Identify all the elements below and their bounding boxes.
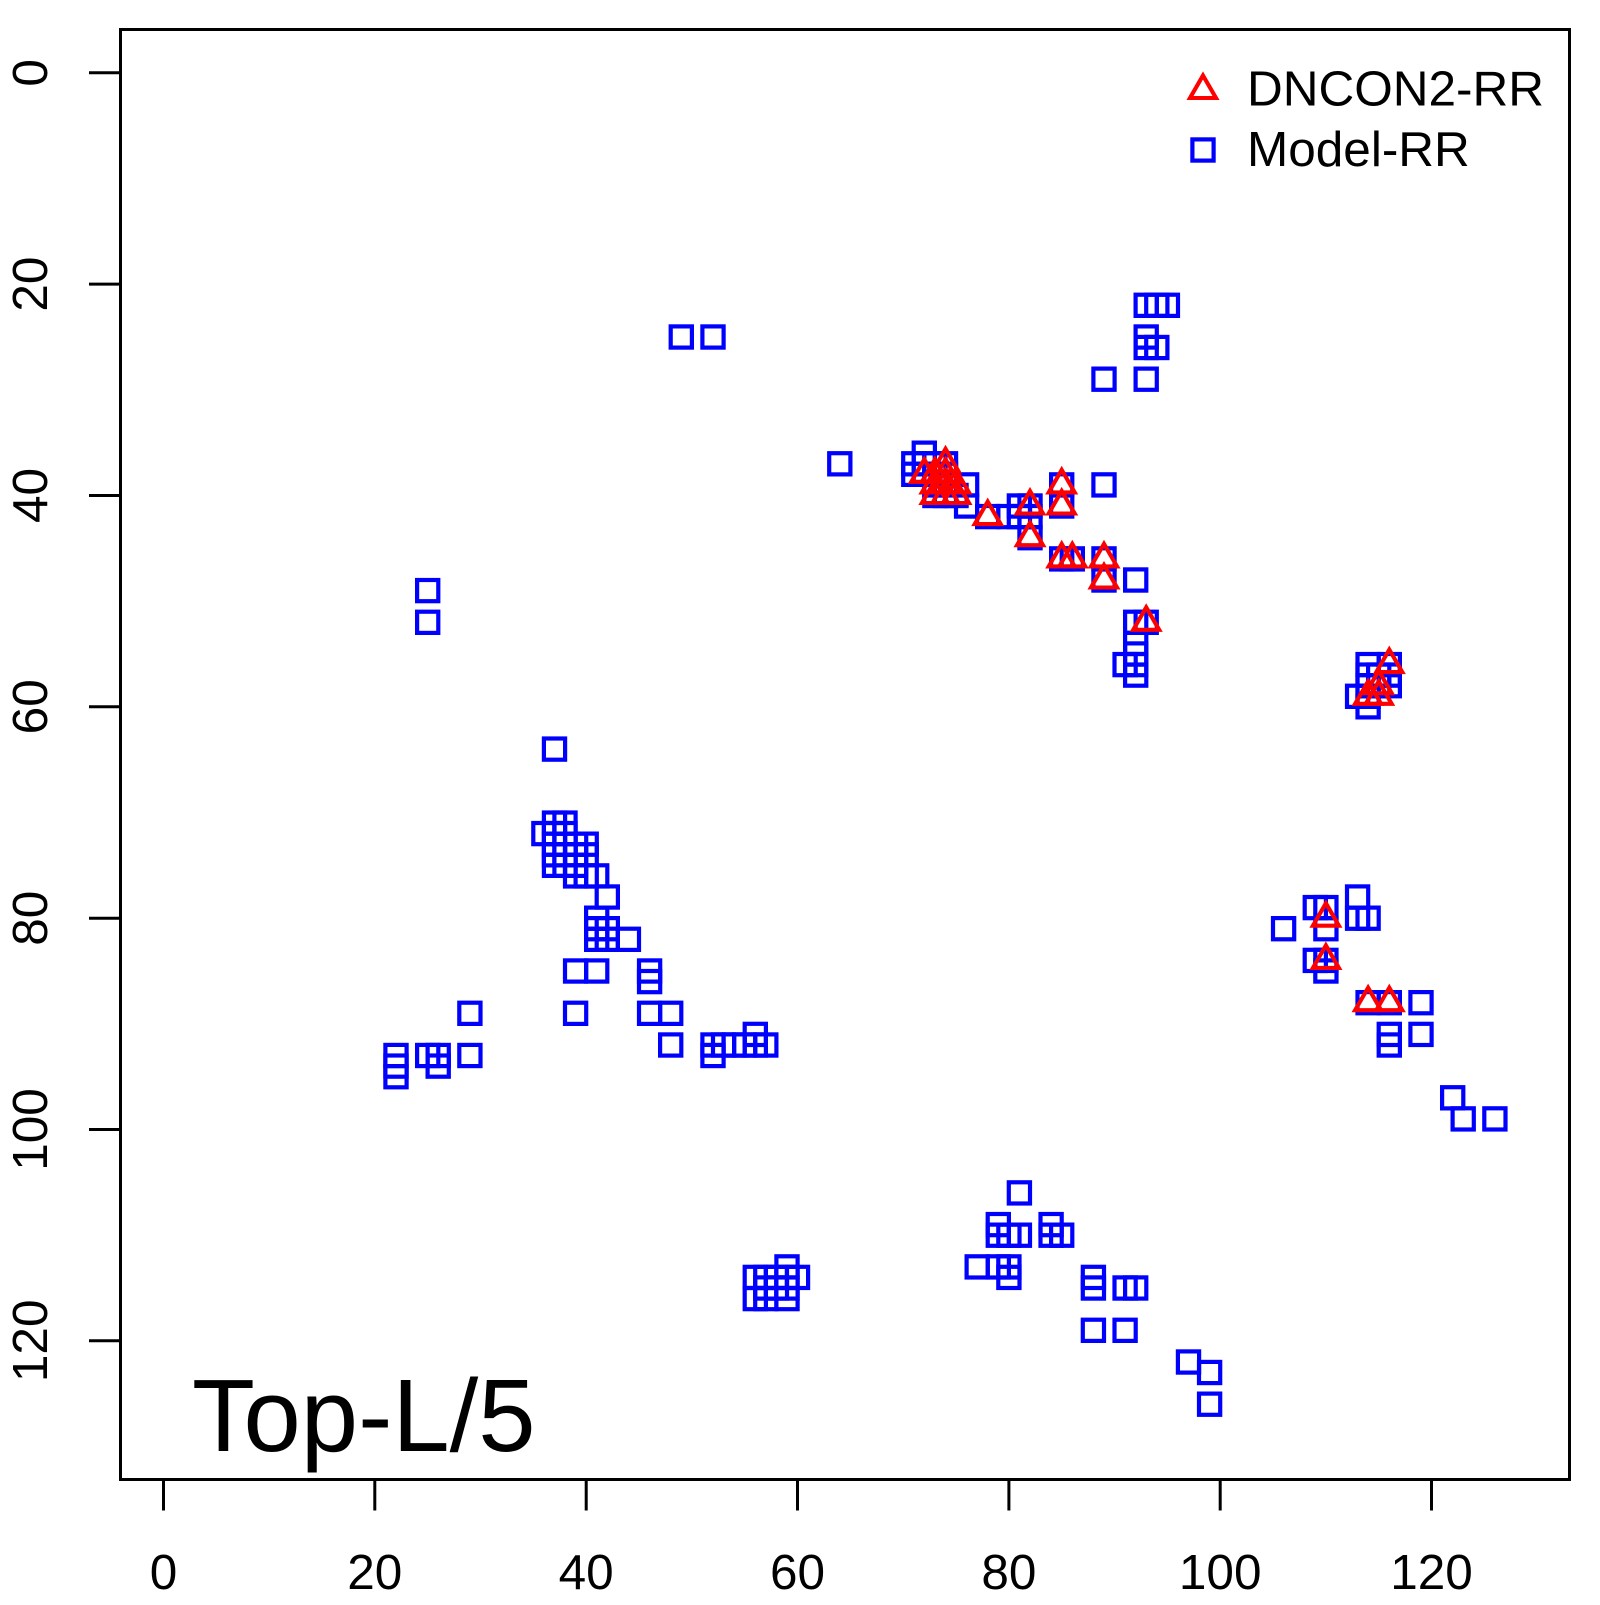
svg-text:DNCON2-RR: DNCON2-RR [1247, 62, 1544, 117]
svg-text:Top-L/5: Top-L/5 [192, 1358, 536, 1473]
svg-text:80: 80 [3, 891, 58, 946]
svg-text:40: 40 [559, 1545, 614, 1600]
svg-text:20: 20 [3, 257, 58, 312]
svg-text:120: 120 [1390, 1545, 1473, 1600]
svg-text:40: 40 [3, 468, 58, 523]
svg-text:Model-RR: Model-RR [1247, 122, 1470, 177]
svg-text:60: 60 [3, 679, 58, 734]
svg-text:0: 0 [3, 59, 58, 87]
svg-text:80: 80 [981, 1545, 1036, 1600]
svg-text:0: 0 [150, 1545, 178, 1600]
svg-text:20: 20 [347, 1545, 402, 1600]
svg-text:60: 60 [770, 1545, 825, 1600]
svg-text:120: 120 [3, 1300, 58, 1383]
svg-text:100: 100 [1179, 1545, 1262, 1600]
svg-text:100: 100 [3, 1088, 58, 1171]
